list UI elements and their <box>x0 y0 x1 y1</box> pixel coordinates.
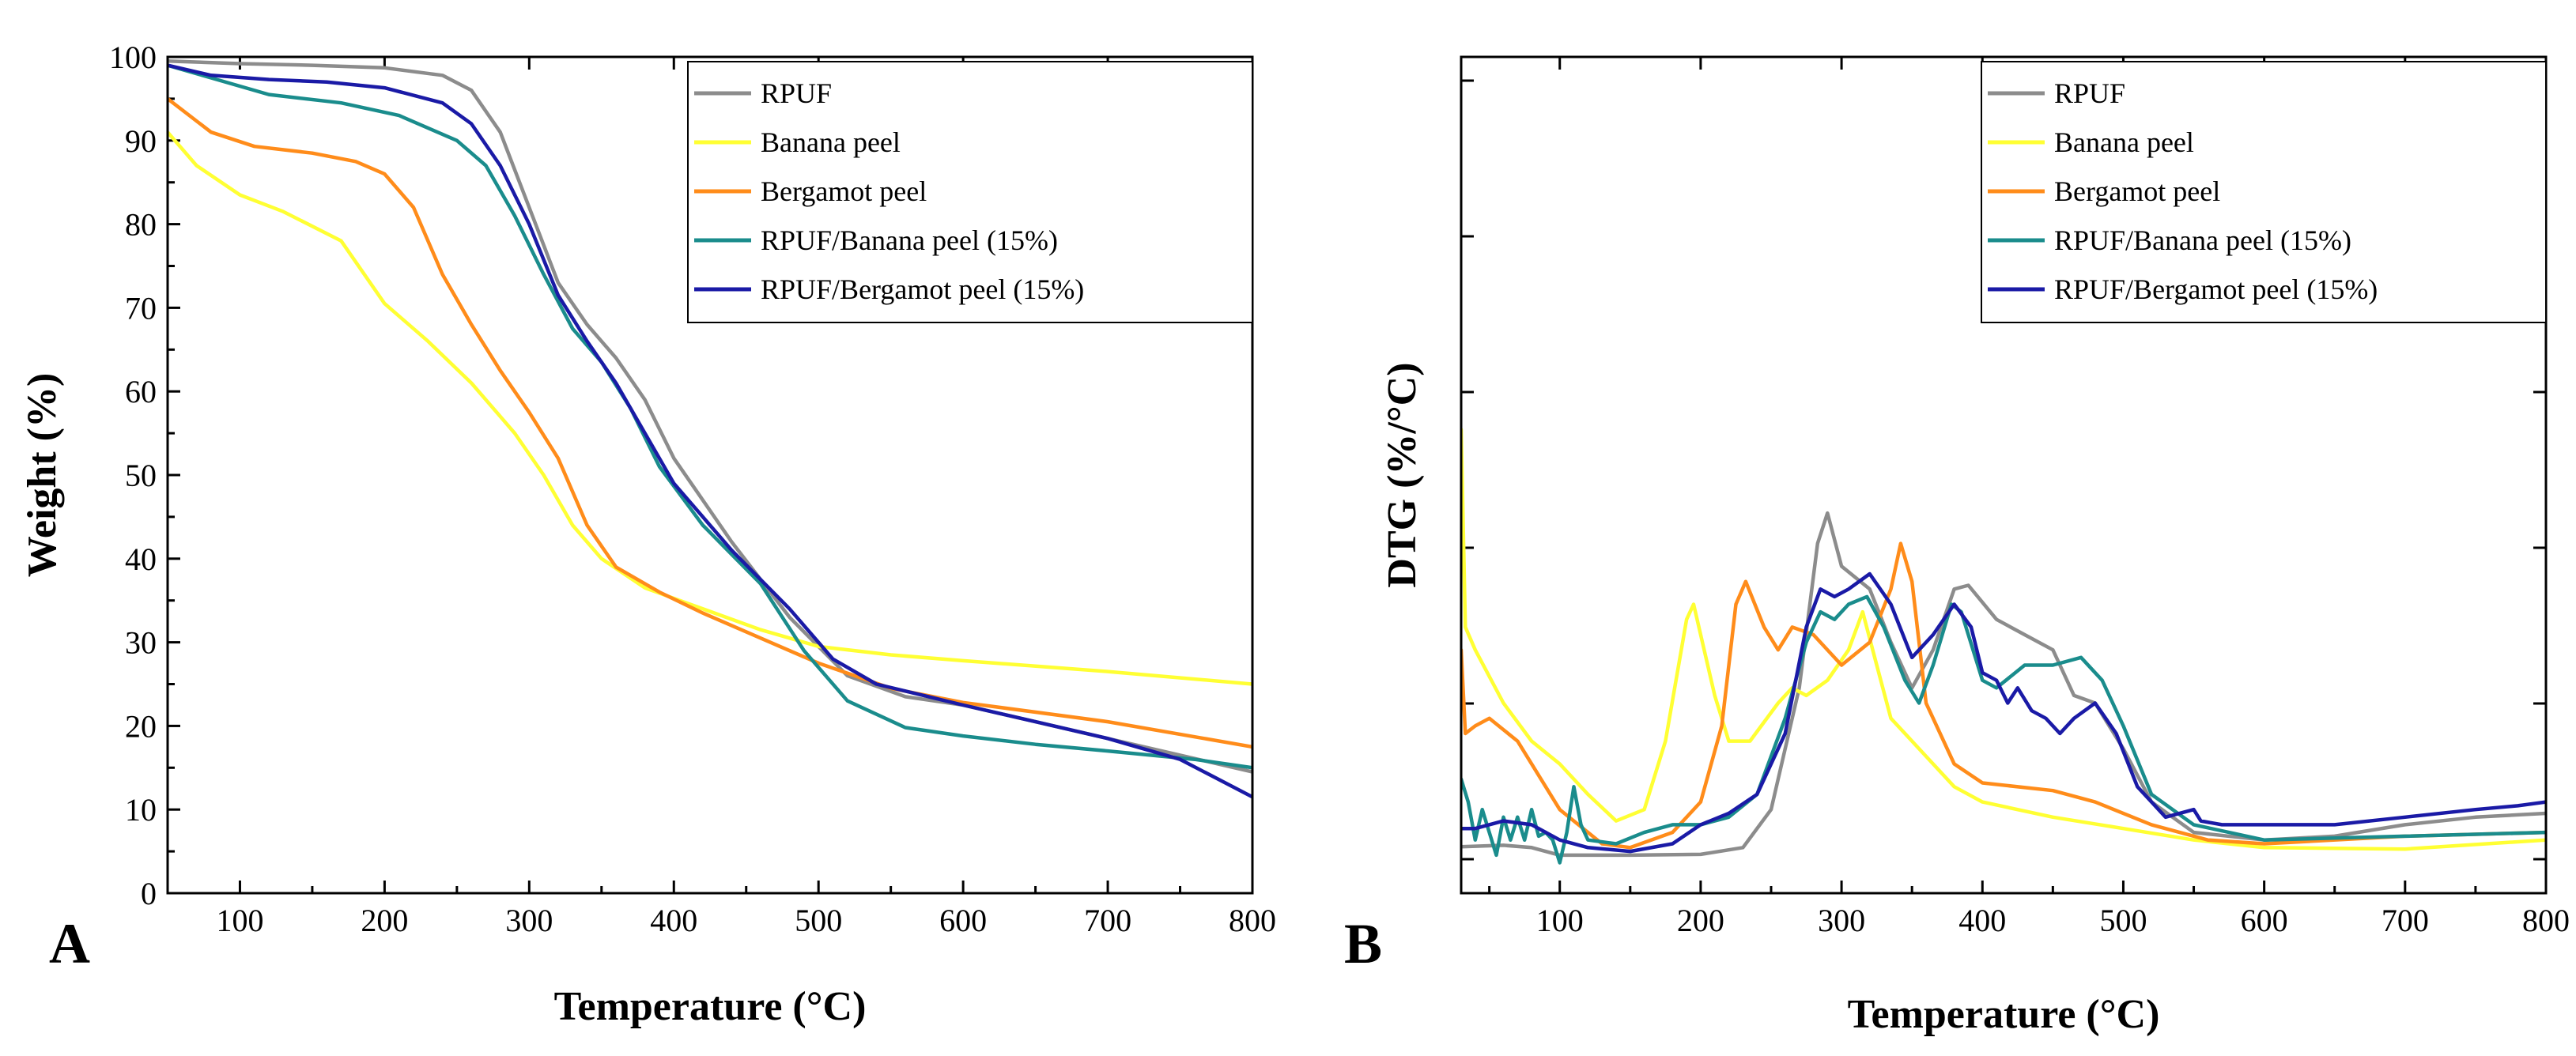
chart-a-series <box>168 59 1252 799</box>
x-tick-label: 100 <box>216 903 263 938</box>
x-tick-label: 700 <box>1084 903 1131 938</box>
chart-b-legend: RPUF Banana peel Bergamot peel RPUF/Banana … <box>1981 61 2547 323</box>
x-tick-label: 100 <box>1536 903 1584 938</box>
legend-box <box>1981 61 2547 323</box>
series-line-rpuf-banana-peel-15- <box>1461 594 2546 865</box>
chart-a: 100 200 300 400 500 600 700 800 0 10 20 30 40 50 60 70 8… <box>20 40 1276 1029</box>
chart-a-ylabel: Weight (%) <box>20 373 65 578</box>
series-line-rpuf <box>1461 511 2546 858</box>
chart-b-plot-frame <box>1460 55 2548 895</box>
x-tick-label: 400 <box>1958 903 2006 938</box>
x-tick-label: 500 <box>2099 903 2147 938</box>
y-tick-label: 70 <box>125 290 157 326</box>
legend-label: Bergamot peel <box>761 175 927 207</box>
chart-b-ylabel: DTG (%/°C) <box>1380 362 1425 587</box>
x-tick-label: 800 <box>2522 903 2570 938</box>
series-line-rpuf-bergamot-peel-15- <box>1461 571 2546 854</box>
x-tick-label: 600 <box>939 903 987 938</box>
legend-label: RPUF <box>2054 77 2125 109</box>
series-line-rpuf-bergamot-peel-15- <box>168 63 1252 799</box>
legend-label: RPUF/Bergamot peel (15%) <box>2054 273 2378 305</box>
y-tick-label: 100 <box>109 40 157 75</box>
x-tick-label: 200 <box>1677 903 1724 938</box>
chart-b-ticks: 100 200 300 400 500 600 700 800 <box>1461 57 2570 938</box>
chart-a-xlabel: Temperature (°C) <box>554 984 867 1029</box>
y-tick-label: 40 <box>125 541 157 577</box>
legend-box <box>687 61 1253 323</box>
legend-label: Banana peel <box>2054 126 2194 158</box>
y-tick-label: 20 <box>125 708 157 744</box>
x-tick-label: 500 <box>795 903 842 938</box>
x-tick-label: 800 <box>1229 903 1276 938</box>
chart-b-series <box>1461 428 2546 865</box>
x-tick-label: 300 <box>1818 903 1865 938</box>
x-tick-label: 300 <box>505 903 553 938</box>
chart-a-ticks: 100 200 300 400 500 600 700 800 0 10 20 30 40 50 60 70 8… <box>109 40 1276 938</box>
x-tick-label: 600 <box>2241 903 2288 938</box>
chart-b: 100 200 300 400 500 600 700 800 Temperature (°C… <box>1344 55 2570 1037</box>
legend-label: RPUF/Banana peel (15%) <box>2054 224 2351 256</box>
chart-a-plot-frame <box>166 55 1254 895</box>
x-tick-label: 700 <box>2381 903 2429 938</box>
legend-label: Banana peel <box>761 126 901 158</box>
x-tick-label: 200 <box>361 903 408 938</box>
y-tick-label: 90 <box>125 123 157 159</box>
y-tick-label: 10 <box>125 792 157 828</box>
series-line-bergamot-peel <box>1461 541 2546 850</box>
legend-label: Bergamot peel <box>2054 175 2220 207</box>
chart-b-xlabel: Temperature (°C) <box>1848 992 2160 1037</box>
x-tick-label: 400 <box>650 903 697 938</box>
y-tick-label: 50 <box>125 458 157 493</box>
series-line-banana-peel <box>168 130 1252 686</box>
legend-label: RPUF/Banana peel (15%) <box>761 224 1058 256</box>
legend-label: RPUF <box>761 77 832 109</box>
y-tick-label: 30 <box>125 625 157 661</box>
series-line-bergamot-peel <box>168 96 1252 749</box>
panel-label-a: A <box>49 912 90 975</box>
panel-label-b: B <box>1344 912 1382 975</box>
y-tick-label: 0 <box>141 876 157 911</box>
legend-label: RPUF/Bergamot peel (15%) <box>761 273 1084 305</box>
y-tick-label: 60 <box>125 374 157 409</box>
y-tick-label: 80 <box>125 207 157 243</box>
chart-a-legend: RPUF Banana peel Bergamot peel RPUF/Banana … <box>687 61 1253 323</box>
